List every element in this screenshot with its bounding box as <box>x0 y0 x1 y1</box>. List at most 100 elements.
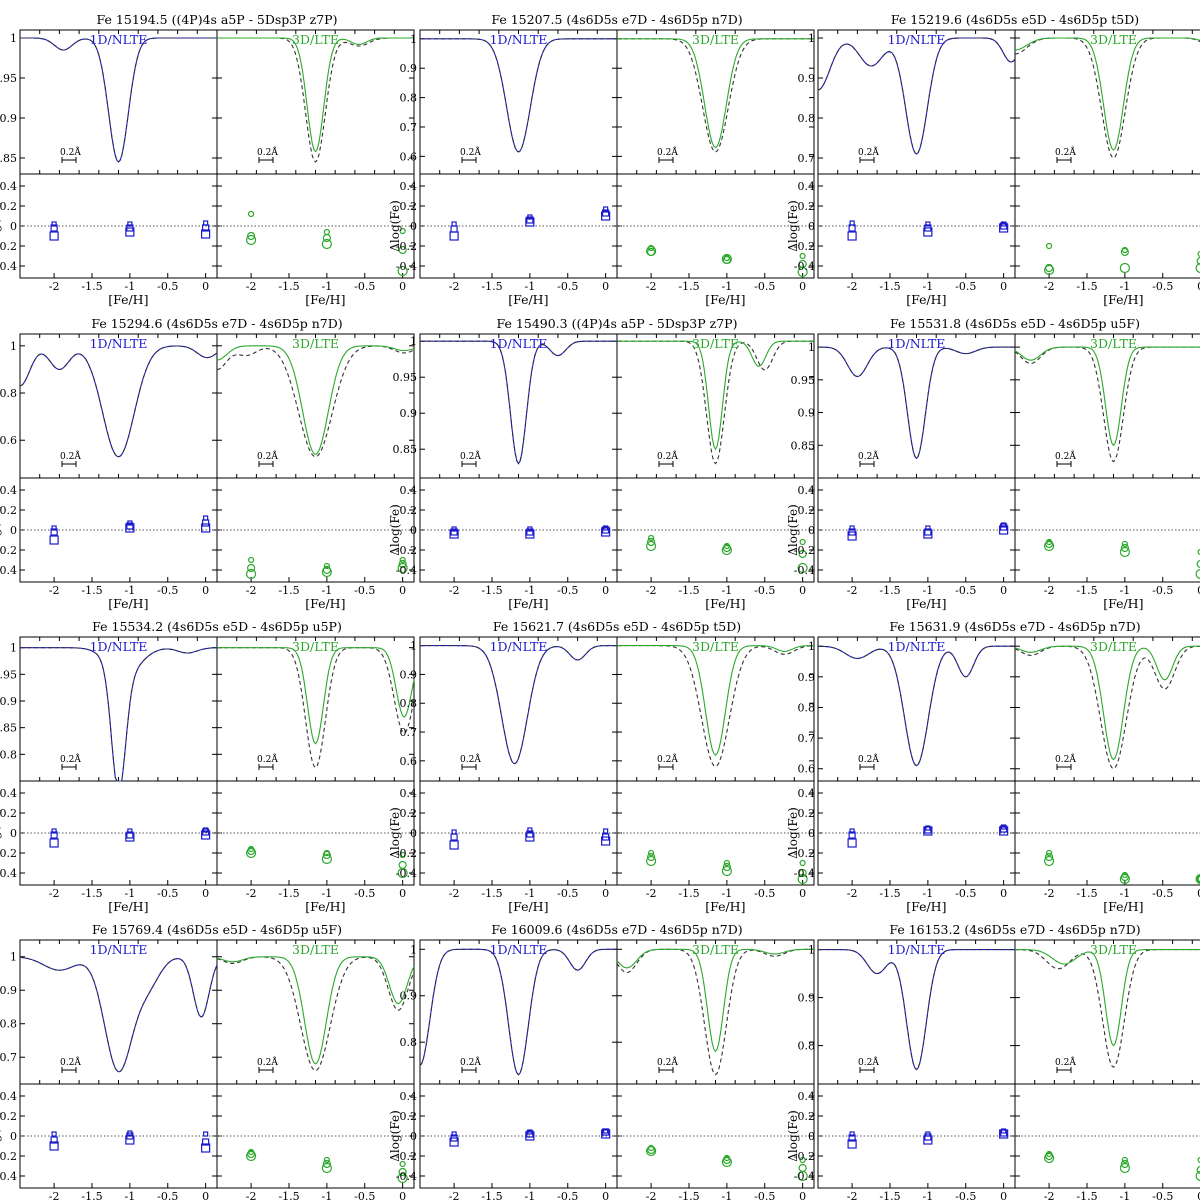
lte3d-residual-marker <box>397 265 408 277</box>
nlte-profile <box>420 340 617 465</box>
resid-y-tick-label: -0.4 <box>0 867 17 880</box>
x-tick-label: -1.5 <box>278 280 299 293</box>
nlte-residual-marker <box>127 221 133 227</box>
scale-bar-label: 0.2Å <box>257 450 278 462</box>
nlte-residual-marker <box>126 831 134 839</box>
lte3d-residual-marker <box>1195 568 1200 580</box>
lte3d-residual-marker <box>645 855 657 867</box>
x-tick-label: -1.5 <box>879 280 900 293</box>
reference-profile-right <box>617 340 814 465</box>
y-tick-label: 1 <box>808 341 815 354</box>
right-model-label: 3D/LTE <box>1090 942 1137 957</box>
line-panel: Fe 15769.4 (4s6D5s e5D - 4s6D5p u5F) 0.7 0… <box>0 922 415 1201</box>
x-tick-label: -2 <box>449 280 460 293</box>
nlte-residual-marker <box>924 528 932 536</box>
reference-profile-right <box>1014 37 1200 159</box>
resid-y-tick-label: 0 <box>410 1130 417 1143</box>
lte3d-residual-marker <box>245 1150 257 1162</box>
resid-y-tick-label: 0 <box>10 524 17 537</box>
x-tick-label: 0 <box>1000 584 1007 597</box>
y-tick-label: 1 <box>808 32 815 45</box>
lte3d-profile <box>617 38 814 149</box>
x-tick-label: -1.5 <box>481 280 502 293</box>
x-tick-label: -1 <box>525 887 536 900</box>
lte3d-residual-marker <box>1196 874 1200 884</box>
nlte-residual-marker <box>450 528 458 536</box>
y-axis-label: Δlog(Fe) <box>0 200 2 252</box>
line-panel: Fe 15621.7 (4s6D5s e5D - 4s6D5p t5D) 0.6 0… <box>388 619 815 914</box>
x-tick-label: -2 <box>49 280 60 293</box>
x-tick-label: -1 <box>125 584 136 597</box>
x-tick-label: -2 <box>1044 280 1055 293</box>
lte3d-residual-marker <box>721 253 732 265</box>
spectrum-frame-left <box>419 939 618 1085</box>
y-tick-label: 0.9 <box>798 407 816 420</box>
x-axis-label: [Fe/H] <box>705 899 745 914</box>
resid-y-tick-label: 0.4 <box>400 484 418 497</box>
y-tick-label: 1 <box>410 943 417 956</box>
resid-y-tick-label: -0.4 <box>0 564 17 577</box>
nlte-residual-marker <box>526 528 534 536</box>
scale-bar-label: 0.2Å <box>858 450 879 462</box>
resid-y-tick-label: -0.4 <box>794 1170 815 1183</box>
lte3d-residual-marker <box>1043 264 1055 276</box>
nlte-residual-marker <box>601 836 611 846</box>
nlte-residual-marker <box>51 1131 57 1137</box>
x-tick-label: -0.5 <box>557 887 578 900</box>
y-tick-label: 0.85 <box>393 443 418 456</box>
nlte-residual-marker <box>925 825 931 831</box>
y-tick-label: 1 <box>10 951 17 964</box>
line-panel: Fe 15534.2 (4s6D5s e5D - 4s6D5p u5P) 0.8 0… <box>0 619 415 914</box>
reference-profile-left <box>420 38 617 153</box>
nlte-residual-marker <box>449 840 459 850</box>
lte3d-residual-marker <box>323 228 330 236</box>
y-tick-label: 1 <box>410 640 417 653</box>
spectrum-frame-right <box>616 636 815 782</box>
nlte-residual-marker <box>201 229 211 239</box>
x-tick-label: 0 <box>399 887 406 900</box>
nlte-residual-marker <box>451 1131 457 1137</box>
nlte-residual-marker <box>203 1131 209 1137</box>
x-tick-label: -0.5 <box>754 887 775 900</box>
lte3d-residual-marker <box>321 566 332 578</box>
y-tick-label: 0.8 <box>798 1040 816 1053</box>
x-tick-label: 0 <box>799 280 806 293</box>
x-axis-label: [Fe/H] <box>108 292 148 307</box>
reference-profile-left <box>420 340 617 465</box>
x-tick-label: -2 <box>646 1190 657 1201</box>
resid-y-tick-label: -0.4 <box>794 867 815 880</box>
lte3d-residual-marker <box>1120 1159 1129 1169</box>
lte3d-residual-marker <box>647 534 655 542</box>
resid-y-tick-label: 0.2 <box>400 807 418 820</box>
reference-profile-right <box>1014 645 1200 770</box>
line-panel: Fe 15207.5 (4s6D5s e7D - 4s6D5p n7D) 0.6 0… <box>388 12 815 307</box>
resid-y-tick-label: 0 <box>808 827 815 840</box>
reference-profile-right <box>217 647 415 769</box>
scale-bar-label: 0.2Å <box>460 753 481 765</box>
x-tick-label: -2 <box>449 1190 460 1201</box>
x-tick-label: -0.5 <box>354 584 375 597</box>
x-tick-label: 0 <box>602 584 609 597</box>
x-tick-label: 0 <box>602 1190 609 1201</box>
resid-y-tick-label: 0 <box>10 1130 17 1143</box>
nlte-residual-marker <box>1000 825 1008 833</box>
lte3d-residual-marker <box>399 851 406 859</box>
lte3d-residual-marker <box>323 562 330 570</box>
lte3d-residual-marker <box>1195 262 1200 274</box>
lte3d-residual-marker <box>322 233 331 243</box>
nlte-residual-marker <box>526 1130 534 1138</box>
resid-y-tick-label: -0.4 <box>396 1170 417 1183</box>
y-tick-label: 0.6 <box>400 755 418 768</box>
x-tick-label: -0.5 <box>955 280 976 293</box>
lte3d-residual-marker <box>321 853 332 865</box>
nlte-residual-marker <box>923 1135 933 1145</box>
y-tick-label: 0.6 <box>798 763 816 776</box>
y-tick-label: 0.85 <box>791 439 816 452</box>
lte3d-residual-marker <box>397 1172 408 1184</box>
lte3d-residual-marker <box>722 543 731 553</box>
x-tick-label: 0 <box>799 1190 806 1201</box>
lte3d-profile <box>1015 949 1200 1047</box>
nlte-residual-marker <box>601 1129 611 1139</box>
resid-y-tick-label: 0.2 <box>0 807 17 820</box>
spectrum-frame-right <box>616 29 815 175</box>
